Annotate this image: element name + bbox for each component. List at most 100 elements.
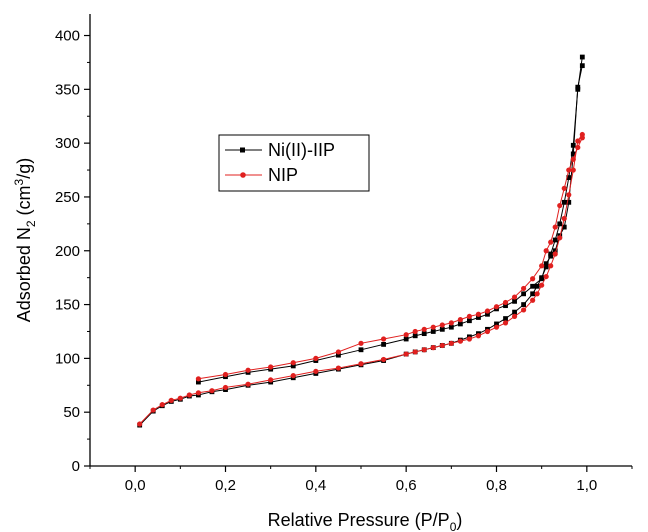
data-point [245,381,251,387]
data-point [467,318,472,324]
legend: Ni(II)-IIP NIP [218,134,370,192]
data-point [548,263,554,269]
data-point [430,345,436,351]
data-point [534,283,540,289]
data-point [503,316,508,321]
y-tick-label: 50 [63,404,80,421]
y-tick-label: 200 [55,243,80,260]
data-point [430,324,436,330]
data-point [222,384,229,391]
legend-label-nip: NIP [268,165,298,185]
data-point [290,363,296,369]
data-point [313,368,319,374]
data-point [186,392,192,398]
data-point [430,329,436,334]
y-tick-label: 400 [55,28,80,45]
data-point [268,364,274,370]
data-point [475,311,482,317]
data-point [268,377,274,383]
data-point [511,313,518,320]
data-point [380,336,387,342]
data-point [530,276,536,282]
data-point [493,304,500,310]
x-tick-label: 0,4 [305,477,326,494]
x-tick-label: 0,6 [396,477,417,494]
data-point [566,167,572,173]
data-point [159,402,165,408]
data-point [502,299,509,306]
data-point [566,192,572,198]
data-point [548,239,554,245]
data-point [421,331,427,337]
data-point [493,324,500,330]
data-point [579,54,585,60]
data-point [534,291,540,297]
data-point [381,341,386,347]
data-point [543,273,549,280]
tick-labels: 0,0 0,2 0,4 0,6 0,8 1,0 0 50 100 150 200 250 300 350 4… [55,28,597,494]
data-point [521,302,526,307]
data-point [570,156,576,162]
x-axis-label: Relative Pressure (P/P0) [268,510,463,532]
data-point [439,342,445,349]
data-point [575,144,581,151]
data-point [552,248,558,254]
desorption-line [198,137,583,380]
data-point [290,373,296,379]
data-point [512,309,517,315]
data-point [358,340,364,346]
data-point [494,321,499,327]
x-tick-label: 1,0 [576,477,597,494]
data-point [177,395,183,401]
data-point [448,320,454,326]
data-point [466,336,472,342]
data-point [539,282,545,288]
data-point [448,340,454,346]
data-point [552,224,558,230]
data-point [195,376,201,382]
y-tick-label: 100 [55,350,80,367]
adsorption-line [139,56,583,426]
data-point [570,151,576,157]
data-point [579,63,585,69]
data-point [336,352,341,358]
data-point [548,253,554,259]
data-point [484,308,491,314]
series-nip [137,131,585,427]
data-point [403,332,409,338]
data-point [521,291,526,297]
x-tick-label: 0,2 [215,477,236,494]
data-point [575,84,581,90]
data-point [557,221,563,227]
data-point [485,311,490,317]
data-point [403,351,409,357]
data-point [566,199,572,205]
data-point [543,261,549,267]
data-point [168,397,174,403]
y-tick-label: 150 [55,297,80,314]
data-point [335,349,342,355]
x-axis-label-sub: 0 [450,520,457,532]
x-tick-label: 0,8 [486,477,507,494]
data-point [380,356,387,363]
data-point [195,390,201,396]
data-point [561,224,567,230]
data-point [530,283,536,289]
data-point [557,202,563,209]
data-point [335,365,342,371]
legend-marker-nip [240,172,246,178]
data-point [358,347,364,353]
data-point [421,347,427,353]
data-point [403,336,409,342]
legend-box [218,134,370,192]
data-point [552,237,558,243]
data-point [439,326,445,332]
data-point [561,215,567,222]
data-point [575,138,581,144]
data-point [476,315,481,320]
y-axis-label-mid: (cm [14,185,34,220]
data-point [561,199,567,205]
data-point [530,297,536,303]
data-point [457,321,463,327]
